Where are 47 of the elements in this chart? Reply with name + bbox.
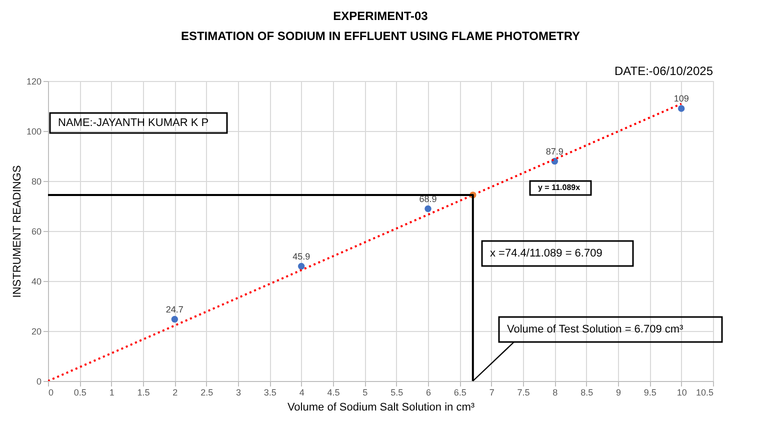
- y-tick-label: 20: [31, 326, 42, 336]
- x-tick-label: 6.5: [454, 388, 466, 398]
- point: [424, 205, 432, 212]
- y-tick-label: 40: [31, 276, 42, 286]
- point: [678, 105, 685, 112]
- y-tick-label: 80: [31, 176, 42, 186]
- x-tick-label: 8: [552, 388, 558, 398]
- x-axis-title: Volume of Sodium Salt Solution in cm³: [287, 402, 475, 414]
- x-tick-label: 4.5: [327, 388, 340, 398]
- text: DATE:-06/10/2025: [614, 64, 714, 78]
- x-tick-label: 10.5: [696, 388, 714, 398]
- x-tick-label: 7: [489, 388, 494, 398]
- x-tick-label: 5: [362, 388, 368, 398]
- x-tick-label: 0.5: [74, 388, 86, 398]
- x-tick-label: 5.5: [390, 388, 404, 398]
- data-label: 68.9: [419, 194, 437, 204]
- x-tick-label: 1.5: [137, 388, 150, 398]
- x-tick-label: 8.5: [580, 388, 594, 398]
- x-tick-label: 2.5: [200, 388, 214, 398]
- y-tick-label: 60: [31, 226, 42, 236]
- point: [171, 316, 178, 323]
- chart-subtitle: ESTIMATION OF SODIUM IN EFFLUENT USING FLAME PHOTOMETRY: [180, 29, 580, 43]
- data-label: 109: [674, 94, 689, 104]
- x-tick-label: 6: [426, 388, 432, 398]
- y-tick-label: 120: [26, 76, 42, 86]
- x-tick-label: 10: [676, 388, 687, 398]
- chart-title: EXPERIMENT-03: [333, 9, 428, 23]
- x-tick-label: 9: [616, 388, 622, 398]
- data-label: 24.7: [166, 304, 184, 314]
- x-tick-label: 1: [109, 388, 114, 398]
- x-tick-label: 3: [236, 388, 242, 398]
- annotation: y = 11.089x: [538, 183, 581, 192]
- annotation: x =74.4/11.089 = 6.709: [490, 248, 602, 260]
- x-tick-label: 7.5: [517, 388, 530, 398]
- point: [298, 262, 305, 270]
- y-tick-label: 100: [26, 126, 42, 136]
- annotation: Volume of Test Solution = 6.709 cm³: [507, 324, 684, 336]
- x-tick-label: 4: [299, 388, 304, 398]
- data-label: 45.9: [292, 251, 310, 262]
- y-tick-label: 0: [36, 376, 42, 386]
- y-axis-title: INSTRUMENT READINGS: [11, 165, 24, 298]
- x-tick-label: 0: [48, 388, 54, 398]
- x-tick-label: 3.5: [264, 388, 276, 398]
- x-tick-label: 2: [172, 388, 178, 398]
- annotation: NAME:-JAYANTH KUMAR K P: [58, 117, 209, 129]
- data-label: 87.9: [546, 146, 564, 156]
- x-tick-label: 9.5: [644, 388, 656, 398]
